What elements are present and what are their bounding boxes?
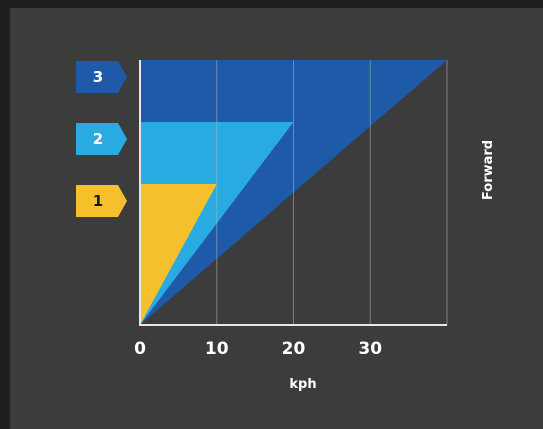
x-tick-label-10: 10: [205, 339, 229, 359]
gear-badge-shape-2: [76, 123, 127, 155]
gear-badge-3: 3: [76, 61, 127, 93]
x-tick-label-0: 0: [134, 339, 146, 359]
gear-badge-1: 1: [76, 185, 127, 217]
gear-badge-label-1: 1: [93, 192, 103, 210]
gear-badge-label-2: 2: [93, 130, 103, 148]
gear-badge-2: 2: [76, 123, 127, 155]
gridlines: [216, 60, 448, 325]
gear-speed-chart: 0 10 20 30 3 2 1 kph Forward: [76, 60, 496, 392]
x-axis-label: kph: [289, 377, 316, 392]
chart-panel: 0 10 20 30 3 2 1 kph Forward: [10, 8, 543, 429]
x-tick-label-20: 20: [282, 339, 306, 359]
axes: [139, 60, 447, 326]
x-tick-labels: 0 10 20 30: [134, 339, 382, 359]
gear-badge-shape-1: [76, 185, 127, 217]
gear-badges: 3 2 1: [76, 61, 127, 217]
gear-area-1: [140, 184, 217, 325]
gear-badge-label-3: 3: [93, 68, 103, 86]
x-tick-label-30: 30: [358, 339, 382, 359]
y-axis-label: Forward: [481, 140, 496, 200]
gear-badge-shape-3: [76, 61, 127, 93]
